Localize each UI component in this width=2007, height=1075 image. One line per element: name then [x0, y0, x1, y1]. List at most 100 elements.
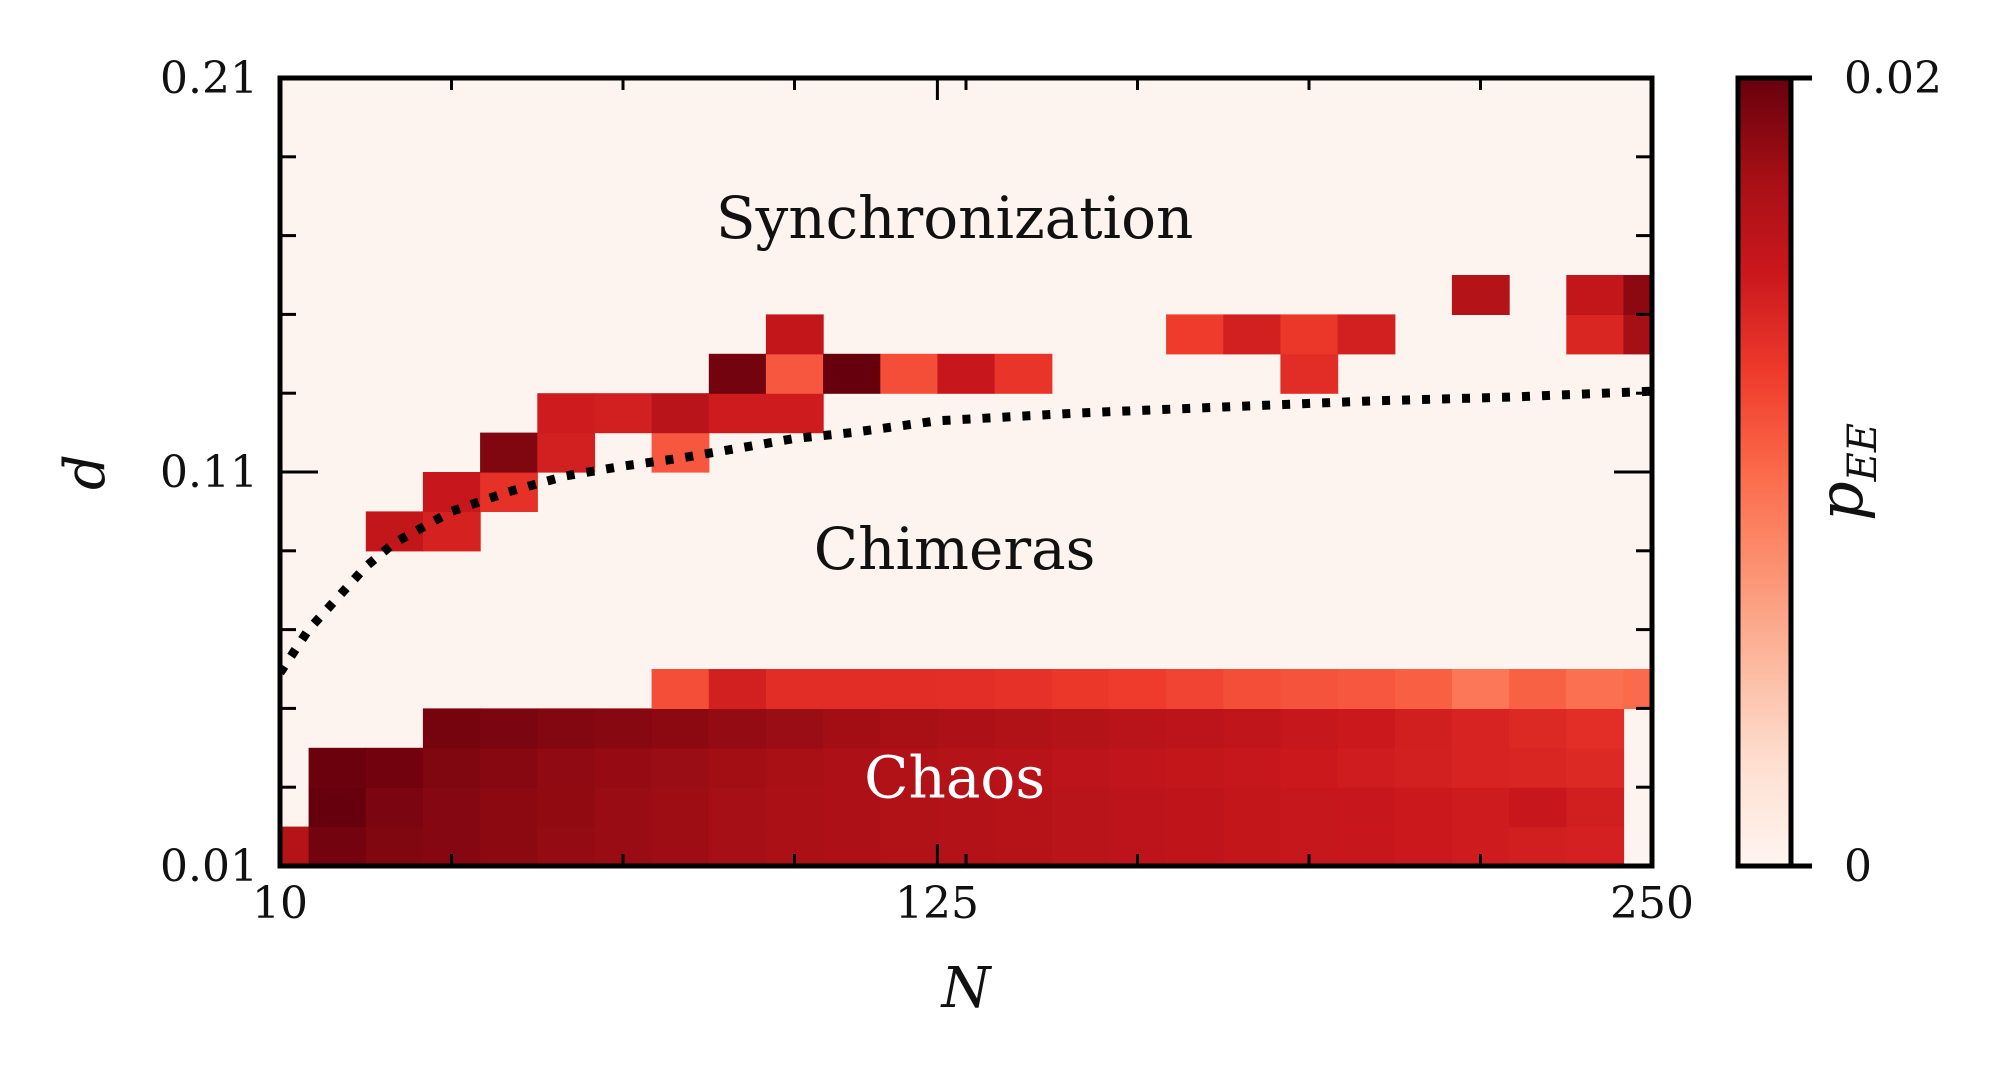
heatmap-cell [537, 787, 596, 828]
colorbar-label: pEE [1804, 423, 1886, 521]
heatmap-cell [651, 787, 710, 828]
heatmap-cell [765, 747, 824, 788]
colorbar-tick-label-max: 0.02 [1844, 53, 1942, 104]
heatmap-cell [880, 787, 939, 828]
heatmap-cell [937, 708, 996, 749]
heatmap-cell [1566, 826, 1625, 866]
boundary-curve [280, 386, 1652, 676]
heatmap-cell [994, 826, 1053, 866]
heatmap-cell [994, 747, 1053, 788]
colorbar-tick-label-min: 0 [1844, 841, 1872, 892]
annotation-chaos: Chaos [864, 743, 1045, 811]
heatmap-cell [1337, 787, 1396, 828]
heatmap-cell [308, 826, 367, 866]
heatmap-cell [1280, 669, 1339, 709]
heatmap-cell [594, 708, 653, 749]
heatmap-cell [651, 432, 710, 473]
heatmap-cell [651, 669, 710, 709]
heatmap-cell [651, 708, 710, 749]
heatmap-cell [1337, 708, 1396, 749]
annotation-synchronization: Synchronization [716, 184, 1194, 252]
heatmap-cell [937, 669, 996, 709]
heatmap-cell [1451, 669, 1510, 709]
heatmap-cell [1051, 669, 1110, 709]
heatmap-cell [823, 787, 881, 828]
heatmap-cell [594, 393, 653, 434]
heatmap-cell [1451, 708, 1510, 749]
heatmap-cell [765, 787, 824, 828]
heatmap-cell [651, 826, 710, 866]
heatmap-cell [1166, 826, 1224, 866]
heatmap-cell [422, 472, 481, 512]
heatmap-cell [422, 708, 481, 749]
heatmap-cell [422, 511, 481, 552]
heatmap-cell [537, 432, 596, 473]
heatmap-cell [365, 787, 424, 828]
heatmap-cell [1280, 787, 1339, 828]
heatmap-cell [1394, 787, 1453, 828]
heatmap-cell [880, 353, 939, 394]
heatmap-cell [708, 708, 767, 749]
heatmap-cell [1337, 826, 1396, 866]
x-tick-label-125: 125 [895, 878, 979, 929]
heatmap-cell [708, 669, 767, 709]
heatmap-cell [765, 314, 824, 355]
heatmap-cell [594, 787, 653, 828]
heatmap-cell [480, 708, 538, 749]
heatmap-cell [1509, 787, 1567, 828]
colorbar-label-subscript: EE [1840, 423, 1886, 482]
heatmap-cell [537, 708, 596, 749]
heatmap-cell [1451, 747, 1510, 788]
x-tick-label-250: 250 [1610, 878, 1694, 929]
heatmap-cell [1108, 747, 1167, 788]
heatmap-cell [1566, 669, 1625, 709]
heatmap-cell [823, 708, 881, 749]
heatmap-cell [994, 787, 1053, 828]
heatmap-cell [537, 393, 596, 434]
heatmap-cell [880, 747, 939, 788]
heatmap-cell [1166, 314, 1224, 355]
heatmap-cell [937, 747, 996, 788]
heatmap-cell [1394, 708, 1453, 749]
heatmap-cell [823, 669, 881, 709]
heatmap-cell [1280, 314, 1339, 355]
heatmap-cell [1394, 747, 1453, 788]
plot-frame [277, 75, 1655, 869]
svg-text:pEE: pEE [1804, 423, 1886, 521]
heatmap-cell [537, 747, 596, 788]
y-tick-label-0.21: 0.21 [160, 53, 258, 104]
y-tick-label-0.11: 0.11 [160, 447, 258, 498]
heatmap-cell [1223, 669, 1282, 709]
heatmap-cell [1223, 708, 1282, 749]
heatmap-cell [651, 393, 710, 434]
heatmap-cell [537, 826, 596, 866]
heatmap-cell [480, 747, 538, 788]
heatmap-cell [1623, 314, 1652, 355]
heatmap-cell [280, 826, 310, 866]
heatmap-cell [937, 353, 996, 394]
heatmap-cell [765, 393, 824, 434]
heatmap-cell [1509, 747, 1567, 788]
heatmap-cell [1280, 747, 1339, 788]
heatmap-cell [1394, 826, 1453, 866]
heatmap-cell [1223, 787, 1282, 828]
heatmap-cell [708, 787, 767, 828]
heatmap-cell [1566, 787, 1625, 828]
heatmap-cell [1108, 787, 1167, 828]
x-tick-label-10: 10 [252, 878, 308, 929]
heatmap-cell [937, 787, 996, 828]
heatmap-cell [765, 669, 824, 709]
annotation-chimeras: Chimeras [814, 515, 1096, 583]
heatmap-cell [823, 826, 881, 866]
heatmap-cell [1166, 747, 1224, 788]
heatmap-cell [1051, 708, 1110, 749]
heatmap-cell [994, 708, 1053, 749]
heatmap-cell [1566, 314, 1625, 355]
heatmap-cell [1566, 275, 1625, 315]
heatmap-cell [1509, 669, 1567, 709]
heatmap-cell [765, 708, 824, 749]
heatmap-cell [994, 669, 1053, 709]
heatmap-cell [1051, 826, 1110, 866]
heatmap-cell [880, 826, 939, 866]
